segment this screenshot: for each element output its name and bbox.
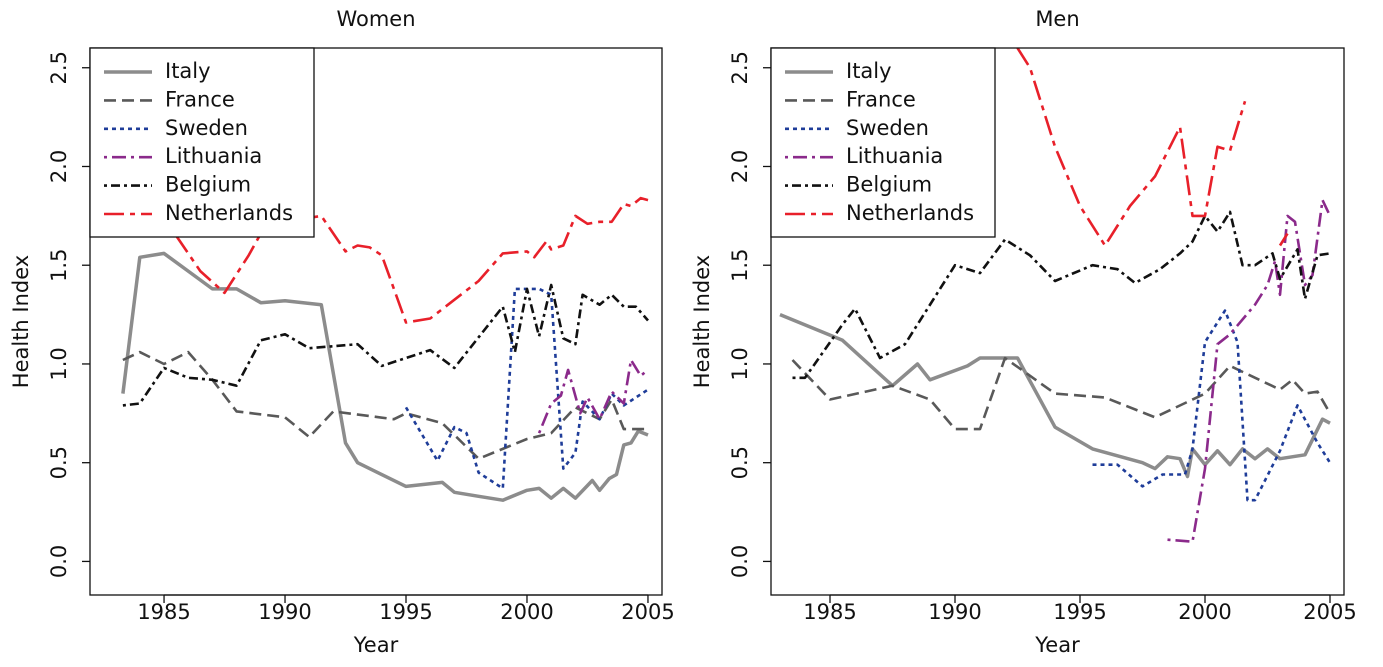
legend-label: Lithuania (846, 144, 943, 168)
x-tick-label: 2000 (500, 600, 553, 624)
y-tick-label: 0.5 (47, 446, 71, 479)
x-axis-label: Year (353, 633, 399, 657)
series-line (1092, 309, 1332, 502)
y-tick-label: 1.5 (47, 249, 71, 282)
y-tick-label: 0.0 (47, 545, 71, 578)
y-tick-label: 0.0 (728, 545, 752, 578)
series-line (537, 358, 649, 434)
series-line (792, 210, 1331, 380)
legend-label: France (165, 87, 235, 111)
legend-label: Italy (846, 59, 892, 83)
plot-area (779, 48, 1332, 543)
legend: Italy France Sweden Lithuania Belgium Netherl… (89, 47, 315, 238)
series-line (1016, 48, 1289, 247)
legend-label: Sweden (165, 116, 248, 140)
legend-label: Belgium (846, 173, 932, 197)
x-axis-label: Year (1034, 633, 1080, 657)
x-tick-label: 1985 (137, 600, 190, 624)
x-tick-label: 1985 (803, 600, 856, 624)
legend-label: Netherlands (165, 201, 293, 225)
plot-frame (89, 47, 663, 596)
plot-frame (770, 47, 1345, 596)
series-line (121, 251, 649, 502)
legend-label: Sweden (846, 116, 929, 140)
legend: Italy France Sweden Lithuania Belgium Netherl… (770, 47, 996, 238)
y-axis-label: Health Index (690, 255, 714, 388)
y-tick-label: 1.0 (728, 347, 752, 380)
y-tick-label: 0.5 (728, 446, 752, 479)
y-tick-label: 2.5 (47, 51, 71, 84)
series-line (779, 312, 1331, 479)
plot-area (121, 196, 649, 502)
x-tick-label: 1995 (1053, 600, 1106, 624)
x-tick-label: 1990 (928, 600, 981, 624)
legend-box (770, 47, 996, 238)
x-tick-label: 2005 (621, 600, 674, 624)
y-tick-label: 2.0 (47, 150, 71, 183)
x-tick-label: 2005 (1303, 600, 1356, 624)
x-tick-label: 1990 (258, 600, 311, 624)
x-tick-label: 1995 (379, 600, 432, 624)
legend-label: Belgium (165, 173, 251, 197)
series-line (404, 287, 649, 490)
y-tick-label: 2.5 (728, 51, 752, 84)
legend-label: Italy (165, 59, 211, 83)
x-tick-label: 2000 (1178, 600, 1231, 624)
y-tick-label: 2.0 (728, 150, 752, 183)
legend-label: France (846, 87, 916, 111)
series-line (122, 283, 649, 407)
y-tick-label: 1.5 (728, 249, 752, 282)
panel-title: Women (336, 7, 415, 31)
panel-title: Men (1035, 7, 1079, 31)
y-tick-label: 1.0 (47, 347, 71, 380)
series-line (1167, 198, 1332, 543)
legend-label: Netherlands (846, 201, 974, 225)
legend-box (89, 47, 315, 238)
series-line (122, 350, 648, 460)
series-line (791, 356, 1332, 431)
legend-label: Lithuania (165, 144, 262, 168)
y-axis-label: Health Index (9, 255, 33, 388)
